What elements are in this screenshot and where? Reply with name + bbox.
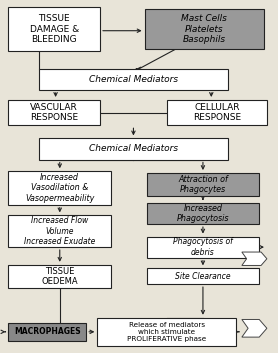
FancyBboxPatch shape: [8, 171, 111, 205]
FancyBboxPatch shape: [39, 69, 228, 90]
FancyBboxPatch shape: [147, 203, 259, 224]
Text: Phagocytosis of
debris: Phagocytosis of debris: [173, 238, 233, 257]
FancyBboxPatch shape: [8, 7, 100, 51]
Polygon shape: [242, 319, 267, 337]
FancyBboxPatch shape: [8, 323, 86, 341]
Text: Site Clearance: Site Clearance: [175, 272, 231, 281]
Text: Increased
Phagocytosis: Increased Phagocytosis: [177, 204, 229, 223]
Text: Attraction of
Phagocytes: Attraction of Phagocytes: [178, 175, 228, 194]
Text: CELLULAR
RESPONSE: CELLULAR RESPONSE: [193, 103, 241, 122]
FancyBboxPatch shape: [8, 100, 100, 125]
FancyBboxPatch shape: [97, 318, 236, 346]
Text: Chemical Mediators: Chemical Mediators: [89, 75, 178, 84]
Text: TISSUE
OEDEMA: TISSUE OEDEMA: [41, 267, 78, 286]
FancyBboxPatch shape: [145, 9, 264, 49]
Polygon shape: [242, 252, 267, 265]
Text: Chemical Mediators: Chemical Mediators: [89, 144, 178, 154]
Text: Mast Cells
Platelets
Basophils: Mast Cells Platelets Basophils: [181, 14, 227, 44]
Text: Release of mediators
which stimulate
PROLIFERATIVE phase: Release of mediators which stimulate PRO…: [127, 322, 207, 342]
FancyBboxPatch shape: [8, 215, 111, 247]
FancyBboxPatch shape: [8, 265, 111, 288]
Text: VASCULAR
RESPONSE: VASCULAR RESPONSE: [30, 103, 78, 122]
Text: TISSUE
DAMAGE &
BLEEDING: TISSUE DAMAGE & BLEEDING: [29, 14, 79, 44]
Text: MACROPHAGES: MACROPHAGES: [14, 327, 81, 336]
FancyBboxPatch shape: [147, 268, 259, 284]
FancyBboxPatch shape: [167, 100, 267, 125]
FancyBboxPatch shape: [147, 237, 259, 258]
FancyBboxPatch shape: [147, 173, 259, 196]
FancyBboxPatch shape: [39, 138, 228, 160]
Text: Increased Flow
Volume
Increased Exudate: Increased Flow Volume Increased Exudate: [24, 216, 95, 246]
Text: Increased
Vasodilation &
Vasopermeability: Increased Vasodilation & Vasopermeabilit…: [25, 173, 95, 203]
